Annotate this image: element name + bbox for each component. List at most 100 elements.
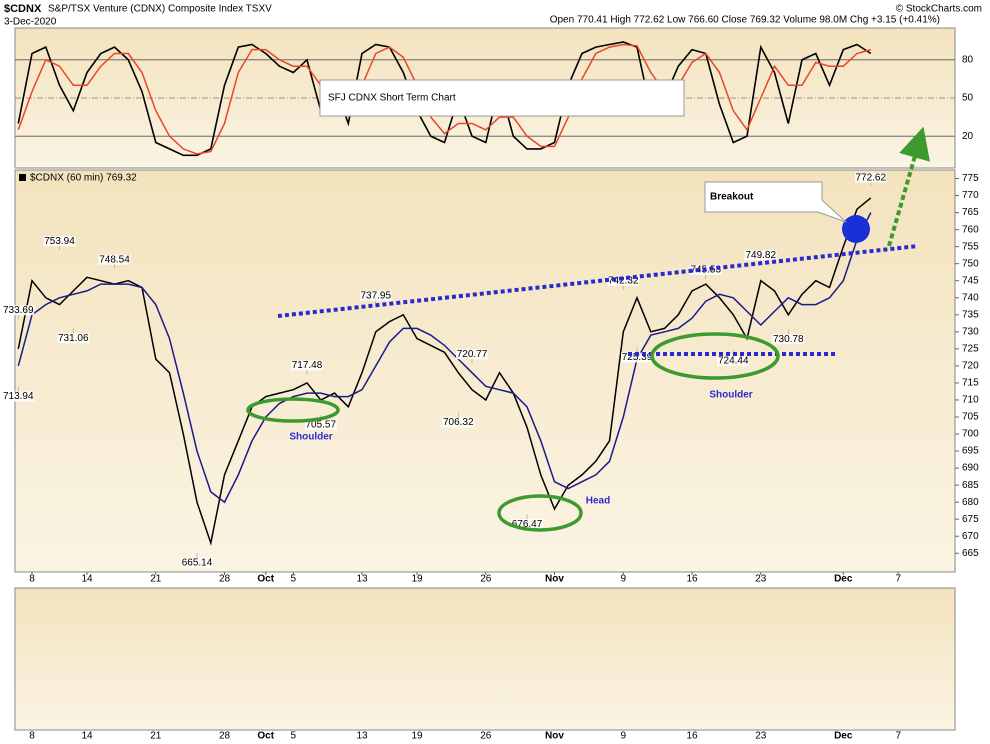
y-tick-label: 710 — [962, 395, 979, 406]
y-tick-label: 775 — [962, 173, 979, 184]
y-tick-label: 725 — [962, 343, 979, 354]
x-tick-label: 8 — [29, 574, 35, 585]
point-label: 724.44 — [718, 355, 749, 366]
x-tick-label: 8 — [29, 731, 35, 742]
index-name: S&P/TSX Venture (CDNX) Composite Index T… — [48, 4, 272, 15]
x-tick-label: Nov — [545, 731, 564, 742]
chart-annotation: SFJ CDNX Short Term Chart — [328, 93, 456, 104]
y-tick-label: 715 — [962, 378, 979, 389]
x-tick-label: 21 — [150, 574, 162, 585]
source: © StockCharts.com — [896, 4, 982, 15]
y-tick-label: 675 — [962, 514, 979, 525]
label-bg — [607, 275, 640, 286]
overlays — [246, 79, 930, 532]
symbol: $CDNX — [4, 3, 42, 15]
price-panel-title: $CDNX (60 min) 769.32 — [30, 173, 137, 184]
x-tick-label: 19 — [411, 574, 423, 585]
y-tick-label: 730 — [962, 326, 979, 337]
label-bg — [2, 391, 35, 402]
target-arrow — [887, 126, 930, 247]
x-tick-label: 7 — [895, 731, 901, 742]
x-tick-label: 5 — [290, 574, 296, 585]
label-bg — [456, 349, 488, 360]
label-bg — [442, 417, 475, 428]
label-bg — [181, 557, 213, 568]
x-tick-label: 9 — [620, 731, 626, 742]
x-tick-label: 5 — [290, 731, 296, 742]
y-tick-label: 770 — [962, 190, 979, 201]
pattern-label: Shoulder — [289, 432, 332, 443]
y-tick-label: 705 — [962, 412, 979, 423]
head-ellipse — [497, 494, 583, 532]
x-tick-label: Oct — [257, 574, 274, 585]
series-line — [17, 212, 872, 504]
label-bg — [359, 290, 392, 301]
y-tick-label: 50 — [962, 93, 974, 104]
point-label: 742.32 — [608, 275, 639, 286]
volume-panel — [14, 587, 956, 731]
point-label: 720.77 — [457, 349, 488, 360]
point-label: 665.14 — [182, 557, 213, 568]
x-tick-label: Dec — [834, 731, 853, 742]
point-label: 730.78 — [773, 334, 804, 345]
y-tick-label: 700 — [962, 429, 979, 440]
y-tick-label: 680 — [962, 497, 979, 508]
label-bg — [291, 360, 323, 371]
pattern-label: Shoulder — [709, 390, 752, 401]
x-tick-label: 28 — [219, 731, 231, 742]
series-line — [17, 43, 872, 155]
point-label: 705.57 — [305, 420, 336, 431]
point-label: 753.94 — [44, 236, 75, 247]
y-tick-label: 720 — [962, 361, 979, 372]
series-line — [17, 197, 872, 546]
breakout-dot — [842, 215, 870, 243]
y-tick-label: 685 — [962, 480, 979, 491]
x-tick-label: 26 — [480, 731, 492, 742]
x-tick-label: 28 — [219, 574, 231, 585]
x-tick-label: 21 — [150, 731, 162, 742]
x-tick-label: 26 — [480, 574, 492, 585]
x-tick-label: 23 — [755, 574, 767, 585]
x-tick-label: 7 — [895, 574, 901, 585]
label-bg — [772, 334, 805, 345]
label-bg — [511, 519, 543, 530]
x-tick-label: Dec — [834, 574, 853, 585]
label-bg — [717, 355, 750, 366]
x-tick-label: 14 — [81, 574, 93, 585]
label-bg — [57, 333, 90, 344]
quote: Open 770.41 High 772.62 Low 766.60 Close… — [550, 15, 940, 26]
y-tick-label: 20 — [962, 131, 974, 142]
x-tick-label: 9 — [620, 574, 626, 585]
date: 3-Dec-2020 — [4, 17, 57, 28]
title-box — [319, 79, 685, 117]
x-tick-label: Nov — [545, 574, 564, 585]
y-tick-label: 670 — [962, 531, 979, 542]
y-tick-label: 695 — [962, 446, 979, 457]
x-tick-label: 16 — [686, 731, 698, 742]
label-bg — [744, 250, 777, 261]
shoulder-ellipse — [246, 397, 340, 423]
trendline — [277, 244, 919, 318]
y-tick-label: 740 — [962, 292, 979, 303]
x-tick-label: 23 — [755, 731, 767, 742]
point-label: 731.06 — [58, 333, 89, 344]
x-tick-label: 14 — [81, 731, 93, 742]
shoulder-ellipse — [650, 332, 780, 380]
point-label: 717.48 — [292, 360, 323, 371]
label-bg — [43, 236, 76, 247]
x-tick-label: 13 — [356, 574, 368, 585]
point-label: 706.32 — [443, 417, 474, 428]
x-tick-label: 16 — [686, 574, 698, 585]
y-tick-label: 665 — [962, 548, 979, 559]
point-label: 725.39 — [622, 352, 653, 363]
point-label: 749.82 — [745, 250, 776, 261]
label-bg — [854, 172, 887, 183]
y-tick-label: 735 — [962, 309, 979, 320]
price-panel — [14, 169, 956, 573]
point-label: 772.62 — [855, 172, 886, 183]
y-tick-label: 80 — [962, 54, 974, 65]
y-tick-label: 745 — [962, 275, 979, 286]
pattern-label: Breakout — [710, 192, 754, 203]
y-tick-label: 765 — [962, 207, 979, 218]
